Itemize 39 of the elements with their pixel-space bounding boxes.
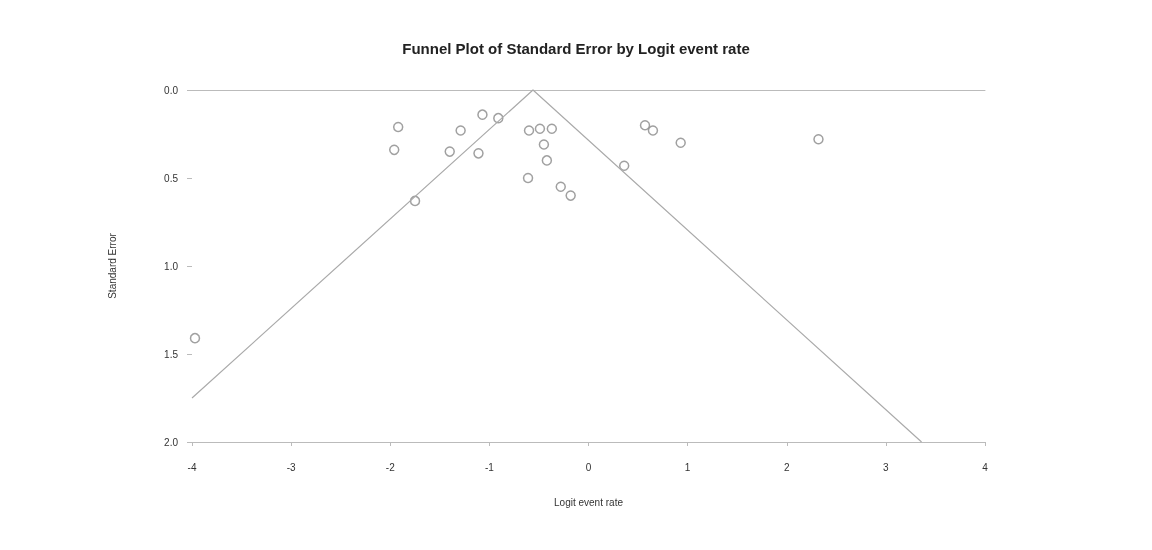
x-tick-label: 0 [585,461,592,473]
point [534,123,546,134]
point [388,144,400,156]
point [189,332,201,344]
x-tick-label: 4 [982,461,989,473]
y-tick-label: 1.0 [164,260,179,272]
chart-title: Funnel Plot of Standard Error by Logit event rate [402,40,750,57]
point [523,125,535,136]
point [538,139,550,150]
y-tick-label: 2.0 [164,436,179,448]
point [555,181,566,193]
point [618,160,630,171]
point [541,155,553,166]
point [522,172,534,184]
x-tick-label: -4 [187,461,197,473]
x-tick-label: 1 [684,461,691,473]
y-tick-label: 0.5 [164,172,179,184]
point [493,112,504,124]
point [392,121,404,133]
y-axis-title: Standard Error [106,232,118,299]
point [455,125,466,136]
point [444,146,455,157]
point [477,109,488,120]
point [675,137,686,149]
point [639,119,651,131]
x-tick-label: 3 [883,461,890,473]
x-axis-title: Logit event rate [554,496,624,508]
x-tick-label: -1 [484,461,495,473]
point [409,195,421,207]
y-tick-label: 0.0 [164,84,179,96]
point [813,134,824,145]
x-tick-label: 2 [783,461,790,473]
x-tick-label: -2 [385,461,396,473]
point [473,148,484,159]
y-tick-label: 1.5 [164,348,179,360]
x-tick-label: -3 [286,461,296,473]
point [647,125,659,136]
point [565,190,576,201]
point [546,123,558,134]
